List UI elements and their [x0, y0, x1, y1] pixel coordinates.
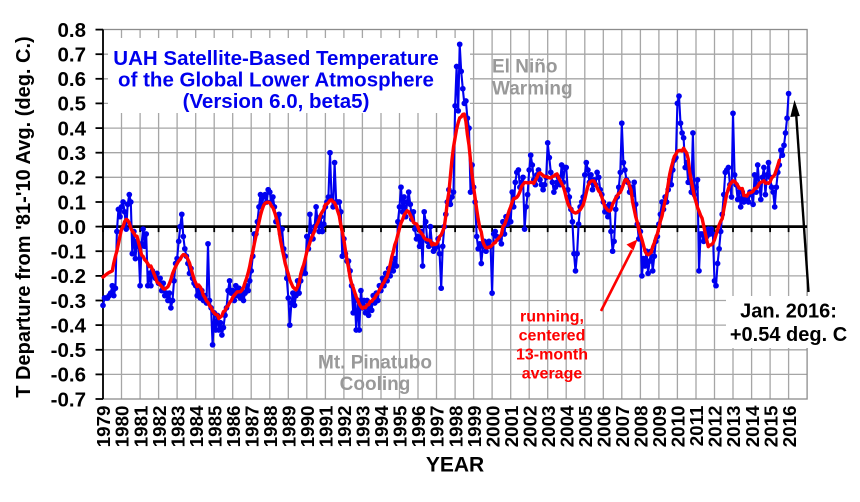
svg-text:1991: 1991 — [316, 406, 337, 448]
svg-text:1987: 1987 — [241, 406, 262, 448]
svg-text:-0.1: -0.1 — [51, 241, 86, 264]
svg-text:Mt. Pinatubo: Mt. Pinatubo — [318, 353, 432, 374]
svg-text:running,: running, — [520, 309, 584, 326]
svg-text:Jan. 2016:: Jan. 2016: — [740, 301, 837, 323]
svg-text:0.2: 0.2 — [58, 167, 87, 190]
svg-text:0.8: 0.8 — [58, 19, 87, 42]
svg-text:0.6: 0.6 — [58, 68, 87, 91]
svg-text:2005: 2005 — [575, 406, 596, 448]
svg-text:El Niño: El Niño — [492, 57, 557, 78]
svg-text:1994: 1994 — [371, 405, 392, 447]
svg-text:+0.54 deg. C: +0.54 deg. C — [730, 324, 847, 346]
svg-text:1998: 1998 — [445, 406, 466, 448]
svg-text:1990: 1990 — [297, 406, 318, 448]
svg-text:1983: 1983 — [167, 406, 188, 448]
svg-text:-0.5: -0.5 — [51, 339, 86, 362]
svg-text:1992: 1992 — [334, 406, 355, 448]
svg-text:1993: 1993 — [353, 406, 374, 448]
svg-text:2001: 2001 — [501, 406, 522, 448]
svg-text:YEAR: YEAR — [426, 454, 484, 477]
svg-text:1995: 1995 — [390, 406, 411, 448]
svg-text:2007: 2007 — [612, 406, 633, 448]
svg-text:T Departure from '81-'10 Avg.: T Departure from '81-'10 Avg. (deg. C.) — [13, 36, 35, 397]
svg-text:0.0: 0.0 — [58, 216, 87, 239]
svg-text:of the Global Lower Atmosphere: of the Global Lower Atmosphere — [118, 68, 434, 91]
svg-text:-0.2: -0.2 — [51, 265, 86, 288]
svg-text:1982: 1982 — [149, 406, 170, 448]
svg-text:2002: 2002 — [519, 406, 540, 448]
svg-text:13-month: 13-month — [516, 347, 588, 364]
svg-text:1984: 1984 — [186, 405, 207, 447]
svg-text:2012: 2012 — [705, 406, 726, 448]
svg-text:2008: 2008 — [631, 406, 652, 448]
svg-text:1996: 1996 — [408, 406, 429, 448]
svg-text:1997: 1997 — [427, 406, 448, 448]
svg-text:1986: 1986 — [223, 406, 244, 448]
svg-text:1985: 1985 — [204, 406, 225, 448]
svg-text:0.5: 0.5 — [58, 93, 87, 116]
svg-text:0.3: 0.3 — [58, 142, 87, 165]
svg-text:0.7: 0.7 — [58, 44, 87, 67]
svg-text:2004: 2004 — [557, 405, 578, 447]
svg-text:2009: 2009 — [649, 406, 670, 448]
svg-text:Warming: Warming — [492, 79, 573, 100]
svg-text:1988: 1988 — [260, 406, 281, 448]
svg-text:2015: 2015 — [760, 406, 781, 448]
svg-text:1980: 1980 — [112, 406, 133, 448]
svg-text:-0.3: -0.3 — [51, 290, 86, 313]
svg-text:-0.4: -0.4 — [51, 314, 87, 337]
svg-text:2013: 2013 — [723, 406, 744, 448]
svg-text:2006: 2006 — [594, 406, 615, 448]
svg-text:1989: 1989 — [279, 406, 300, 448]
svg-text:-0.6: -0.6 — [51, 364, 86, 387]
svg-text:0.1: 0.1 — [58, 191, 87, 214]
svg-text:2000: 2000 — [482, 406, 503, 448]
svg-text:centered: centered — [519, 328, 586, 345]
svg-text:2010: 2010 — [668, 406, 689, 448]
svg-text:2016: 2016 — [779, 406, 800, 448]
svg-text:UAH Satellite-Based Temperatur: UAH Satellite-Based Temperature — [113, 47, 438, 70]
svg-text:1979: 1979 — [93, 406, 114, 448]
svg-text:Cooling: Cooling — [340, 374, 411, 395]
svg-text:average: average — [522, 366, 583, 383]
svg-text:(Version 6.0, beta5): (Version 6.0, beta5) — [183, 90, 370, 113]
svg-text:2014: 2014 — [742, 405, 763, 447]
svg-text:1999: 1999 — [464, 406, 485, 448]
svg-text:2003: 2003 — [538, 406, 559, 448]
svg-text:2011: 2011 — [686, 406, 707, 447]
svg-text:-0.7: -0.7 — [51, 388, 86, 411]
svg-text:0.4: 0.4 — [58, 117, 87, 140]
svg-text:1981: 1981 — [130, 406, 151, 448]
